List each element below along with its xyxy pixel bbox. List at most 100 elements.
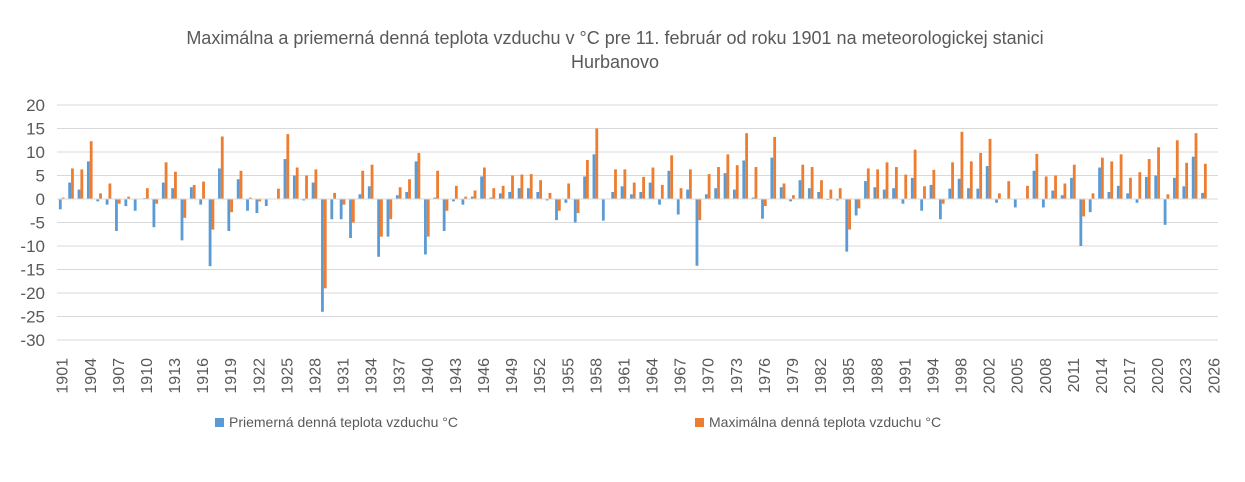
- bar: [161, 182, 165, 199]
- bar: [414, 161, 418, 199]
- bar: [979, 152, 983, 199]
- x-tick-label: 1988: [869, 358, 886, 394]
- x-tick-label: 1928: [307, 358, 324, 394]
- bar: [810, 167, 814, 199]
- bar: [1091, 193, 1095, 199]
- bar: [854, 199, 858, 216]
- bar: [751, 197, 755, 199]
- x-tick-label: 2002: [982, 358, 999, 394]
- bar: [208, 199, 212, 267]
- bar: [717, 167, 720, 199]
- bar: [489, 197, 493, 199]
- x-tick-label: 1904: [83, 358, 100, 394]
- bar: [779, 187, 783, 199]
- bar: [508, 191, 512, 199]
- bar: [536, 191, 540, 199]
- y-tick-label: -20: [20, 284, 45, 303]
- bar: [1185, 162, 1189, 199]
- bar: [483, 167, 486, 199]
- x-tick-label: 2008: [1038, 358, 1055, 394]
- bar: [96, 199, 100, 202]
- bar: [845, 199, 849, 252]
- bar: [910, 177, 914, 199]
- bar: [1201, 192, 1204, 199]
- bar: [218, 168, 221, 199]
- bar: [342, 199, 346, 205]
- bar: [995, 199, 998, 203]
- bar: [754, 167, 758, 199]
- bar: [239, 170, 243, 199]
- bar: [426, 199, 430, 237]
- x-tick-label: 2005: [1010, 358, 1027, 394]
- bar: [501, 185, 505, 199]
- bar: [473, 190, 477, 199]
- bar: [311, 182, 315, 199]
- bar: [351, 199, 355, 223]
- x-tick-label: 2014: [1094, 358, 1111, 394]
- bar: [920, 199, 924, 211]
- bar: [386, 199, 390, 237]
- x-tick-label: 1916: [195, 358, 212, 394]
- bar: [592, 154, 596, 199]
- bar: [80, 169, 84, 199]
- bar: [454, 185, 458, 199]
- bar: [192, 184, 196, 199]
- bar: [835, 199, 839, 201]
- bar: [969, 161, 973, 199]
- x-tick-label: 1913: [167, 358, 184, 394]
- x-tick-label: 2017: [1122, 358, 1139, 394]
- bar: [583, 176, 587, 199]
- y-tick-label: 5: [36, 167, 45, 186]
- bar: [333, 192, 337, 199]
- x-tick-label: 2026: [1206, 358, 1223, 394]
- bar: [436, 170, 440, 199]
- x-tick-label: 1970: [701, 358, 718, 394]
- bar: [1135, 199, 1139, 203]
- bar: [611, 191, 615, 199]
- x-tick-label: 1964: [645, 358, 662, 394]
- bar: [1194, 133, 1198, 199]
- bar: [108, 183, 112, 199]
- bar: [576, 199, 580, 214]
- bar: [445, 199, 449, 211]
- bar: [873, 187, 877, 199]
- bar: [838, 188, 842, 199]
- y-tick-label: 0: [36, 190, 45, 209]
- x-tick-label: 1940: [420, 358, 437, 394]
- legend-label: Priemerná denná teplota vzduchu °C: [229, 414, 458, 430]
- bar: [58, 199, 62, 210]
- bar: [211, 199, 215, 230]
- bar: [498, 193, 502, 199]
- bar: [904, 174, 908, 199]
- bar: [667, 170, 671, 199]
- x-tick-label: 2011: [1066, 358, 1083, 393]
- y-tick-label: -15: [20, 261, 45, 280]
- bar: [789, 199, 792, 202]
- x-tick-label: 2020: [1150, 358, 1167, 394]
- bar: [817, 191, 821, 199]
- bar: [395, 195, 399, 199]
- bar: [733, 189, 736, 199]
- bar: [520, 174, 524, 199]
- bar: [997, 193, 1001, 199]
- bar: [829, 189, 833, 199]
- bar: [370, 164, 374, 199]
- bar: [894, 167, 898, 199]
- bar: [623, 169, 627, 199]
- bar: [405, 191, 409, 199]
- y-tick-label: -30: [20, 331, 45, 350]
- bar: [302, 199, 306, 201]
- bar: [1035, 153, 1039, 199]
- bar: [557, 199, 561, 211]
- bar: [1098, 167, 1101, 199]
- x-tick-label: 1976: [757, 358, 774, 394]
- bar: [61, 197, 65, 199]
- bar: [145, 188, 149, 199]
- bar: [1191, 156, 1195, 199]
- bar: [1041, 199, 1045, 208]
- bar: [305, 175, 308, 199]
- bar: [1044, 176, 1048, 199]
- bar: [567, 183, 571, 199]
- bar: [202, 181, 205, 199]
